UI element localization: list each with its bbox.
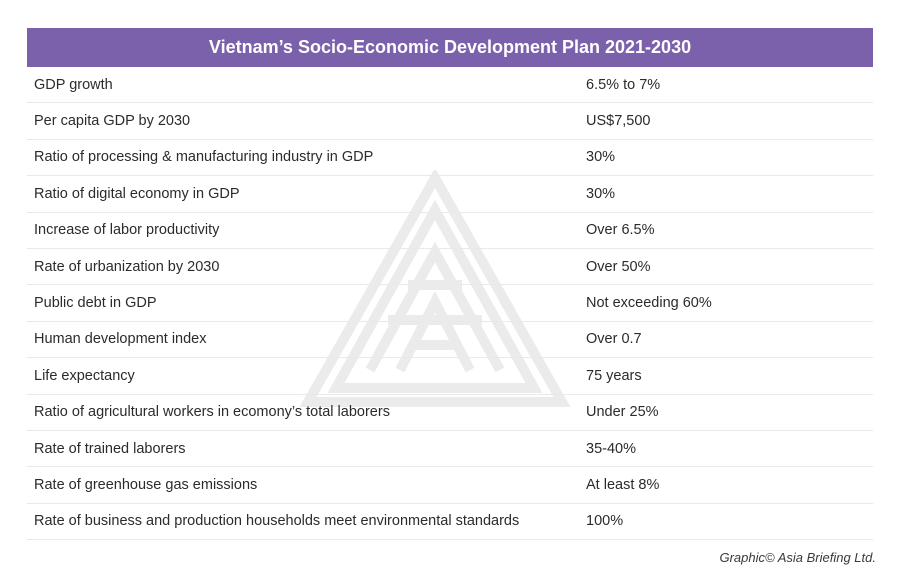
row-value: Over 6.5% [586, 222, 655, 239]
row-value: Not exceeding 60% [586, 295, 712, 312]
row-value: 35-40% [586, 440, 636, 457]
row-label: Rate of trained laborers [34, 440, 186, 457]
table-row: Public debt in GDP Not exceeding 60% [27, 285, 873, 322]
row-label: Human development index [34, 331, 207, 348]
row-label: Increase of labor productivity [34, 222, 220, 239]
row-label: GDP growth [34, 76, 113, 93]
table-row: Per capita GDP by 2030 US$7,500 [27, 103, 873, 140]
table-row: Rate of business and production househol… [27, 504, 873, 541]
row-label: Ratio of digital economy in GDP [34, 185, 240, 202]
table-row: Rate of urbanization by 2030 Over 50% [27, 249, 873, 286]
table-row: Rate of greenhouse gas emissions At leas… [27, 467, 873, 504]
table-row: Increase of labor productivity Over 6.5% [27, 213, 873, 249]
row-label: Rate of business and production househol… [34, 513, 520, 530]
row-label: Rate of greenhouse gas emissions [34, 476, 258, 493]
row-value: At least 8% [586, 476, 660, 493]
row-label: Public debt in GDP [34, 295, 157, 312]
table-row: GDP growth 6.5% to 7% [27, 67, 873, 104]
data-table: Vietnam’s Socio-Economic Development Pla… [27, 28, 873, 541]
row-label: Ratio of processing & manufacturing indu… [34, 149, 374, 166]
table-row: Ratio of digital economy in GDP 30% [27, 176, 873, 213]
row-label: Per capita GDP by 2030 [34, 113, 191, 130]
row-value: Over 50% [586, 258, 651, 275]
table-row: Ratio of agricultural workers in ecomony… [27, 395, 873, 431]
row-value: US$7,500 [586, 113, 651, 130]
row-value: 75 years [586, 367, 642, 384]
table-title-text: Vietnam’s Socio-Economic Development Pla… [208, 37, 692, 57]
row-value: 30% [586, 149, 616, 166]
row-label: Ratio of agricultural workers in ecomony… [34, 404, 390, 421]
row-value: Over 0.7 [586, 331, 642, 348]
table-row: Rate of trained laborers 35-40% [27, 431, 873, 468]
row-label: Life expectancy [34, 367, 135, 384]
row-value: Under 25% [586, 404, 659, 421]
row-value: 100% [586, 513, 624, 530]
table-title: Vietnam’s Socio-Economic Development Pla… [27, 28, 873, 67]
table-row: Human development index Over 0.7 [27, 322, 873, 359]
table-body: GDP growth 6.5% to 7% Per capita GDP by … [27, 67, 873, 541]
row-label: Rate of urbanization by 2030 [34, 258, 220, 275]
graphic-credit: Graphic© Asia Briefing Ltd. [719, 550, 876, 565]
row-value: 6.5% to 7% [586, 76, 661, 93]
row-value: 30% [586, 185, 616, 202]
table-row: Ratio of processing & manufacturing indu… [27, 140, 873, 177]
table-row: Life expectancy 75 years [27, 358, 873, 395]
